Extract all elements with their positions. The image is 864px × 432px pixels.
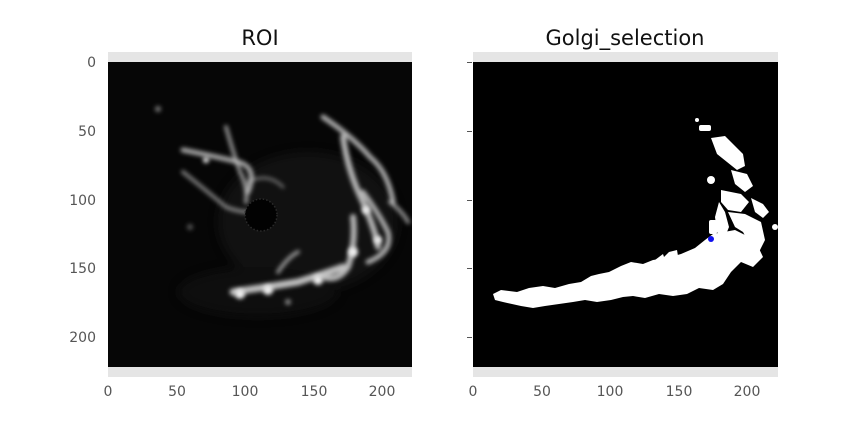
golgi-xtick-label: 200	[733, 384, 761, 400]
golgi-mask-image	[473, 62, 778, 367]
roi-ytick-label: 50	[78, 124, 96, 140]
golgi-binary-mask	[473, 62, 778, 367]
golgi-ytick-mark	[467, 337, 472, 338]
roi-xtick-label: 150	[300, 384, 328, 400]
golgi-ytick-mark	[467, 62, 472, 63]
roi-xtick-label: 50	[168, 384, 186, 400]
roi-ytick-label: 0	[87, 55, 96, 71]
roi-xtick-label: 100	[231, 384, 259, 400]
roi-title: ROI	[241, 26, 279, 50]
golgi-selection-title: Golgi_selection	[545, 26, 705, 50]
golgi-xtick-label: 150	[665, 384, 693, 400]
golgi-xtick-label: 0	[468, 384, 478, 400]
golgi-ytick-mark	[467, 268, 472, 269]
roi-ytick-label: 100	[69, 193, 96, 209]
golgi-xtick-label: 100	[596, 384, 624, 400]
roi-image	[108, 62, 412, 367]
golgi-ytick-mark	[467, 131, 472, 132]
roi-ytick-label: 150	[69, 261, 96, 277]
roi-xtick-label: 200	[368, 384, 396, 400]
roi-ytick-label: 200	[69, 330, 96, 346]
selection-marker	[708, 236, 714, 242]
roi-xtick-label: 0	[103, 384, 113, 400]
roi-fluorescence-image	[108, 62, 412, 367]
golgi-ytick-mark	[467, 200, 472, 201]
golgi-xtick-label: 50	[533, 384, 551, 400]
